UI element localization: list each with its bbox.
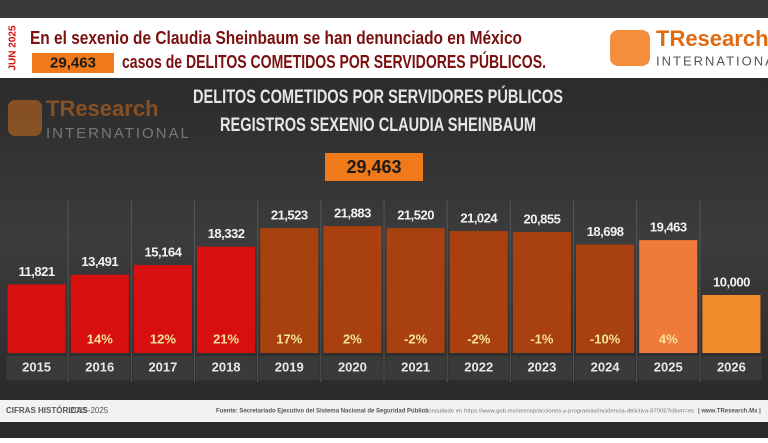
logo-name: TResearch [656,26,768,51]
value-label: 21,024 [460,210,498,225]
bar [70,274,129,353]
value-label: 10,000 [713,274,750,289]
date: JUN 2025 [8,25,19,70]
footer-source: Fuente: Secretariado Ejecutivo del Siste… [216,409,429,415]
x-tick-label: 2026 [717,359,746,374]
bar [576,244,635,353]
footer-period: 2015-2025 [70,406,109,415]
footer-label: CIFRAS HISTÓRICAS [6,406,88,415]
value-label: 20,855 [524,211,561,226]
year-cell [258,356,320,380]
year-cell [322,356,383,380]
x-tick-label: 2015 [22,359,51,374]
year-cell [69,356,131,380]
x-tick-label: 2016 [85,359,114,374]
change-label: -1% [530,331,554,346]
bottom-strip [0,422,768,438]
logo-icon [8,100,42,136]
bar [323,226,382,353]
x-tick-label: 2023 [527,359,556,374]
headline-2: casos de DELITOS COMETIDOS POR SERVIDORE… [122,51,546,72]
logo-watermark: TResearch INTERNATIONAL [8,96,191,142]
x-tick-label: 2022 [464,359,493,374]
total-badge-text: 29,463 [50,54,96,71]
x-tick-label: 2025 [654,359,683,374]
logo-header: TResearch INTERNATIONAL [610,26,768,68]
change-label: -2% [467,331,491,346]
bar [133,265,192,353]
bar [7,284,66,353]
x-tick-label: 2018 [212,359,241,374]
change-label: -10% [590,331,621,346]
plot: 2015 11,821 2016 13,491 14% 2017 15,164 12% 2018… [6,200,762,382]
change-label: -2% [404,331,428,346]
x-tick-label: 2021 [401,359,430,374]
change-label: 2% [343,331,362,346]
year-cell [574,356,636,380]
value-label: 21,523 [271,208,308,223]
change-label: 4% [659,331,678,346]
total-box [325,153,423,181]
change-label: 14% [87,331,113,346]
year-cell [448,356,510,380]
value-label: 18,698 [587,224,624,239]
footer-consulted: Consultado en https://www.gob.mx/sesnsp/… [424,408,694,414]
bar [512,232,571,353]
year-cell [195,356,257,380]
footer-site: | www.TResearch.Mx | [698,409,761,415]
year-cell [6,356,67,380]
value-label: 13,491 [81,254,118,269]
footer-band [0,400,768,422]
bar [260,228,319,353]
value-label: 15,164 [145,244,183,259]
x-tick-label: 2017 [148,359,177,374]
value-label: 11,821 [19,264,55,279]
x-tick-label: 2020 [338,359,367,374]
bar [702,295,761,353]
value-label: 19,463 [650,220,687,235]
year-cell [385,356,446,380]
bar [197,246,256,353]
chart-title: DELITOS COMETIDOS POR SERVIDORES PÚBLICO… [193,86,563,108]
year-cell [701,356,762,380]
logo-name: TResearch [46,96,159,121]
x-tick-label: 2024 [591,359,621,374]
x-tick-label: 2019 [275,359,304,374]
logo-icon [610,30,650,66]
change-label: 12% [150,331,176,346]
change-label: 17% [276,331,302,346]
change-label: 21% [213,331,239,346]
bar [386,228,445,353]
value-label: 18,332 [208,226,245,241]
value-label: 21,520 [397,208,434,223]
logo-sub: INTERNATIONAL [656,53,768,68]
chart-subtitle: REGISTROS SEXENIO CLAUDIA SHEINBAUM [220,115,536,136]
bar [449,231,508,353]
headline: En el sexenio de Claudia Sheinbaum se ha… [30,28,522,48]
value-label: 21,883 [334,206,371,221]
year-cell [637,356,699,380]
year-cell [132,356,194,380]
top-strip [0,0,768,18]
year-cell [511,356,573,380]
bar [639,240,698,353]
total-box-text: 29,463 [346,157,401,177]
logo-sub: INTERNATIONAL [46,125,191,142]
total-badge [32,53,114,73]
